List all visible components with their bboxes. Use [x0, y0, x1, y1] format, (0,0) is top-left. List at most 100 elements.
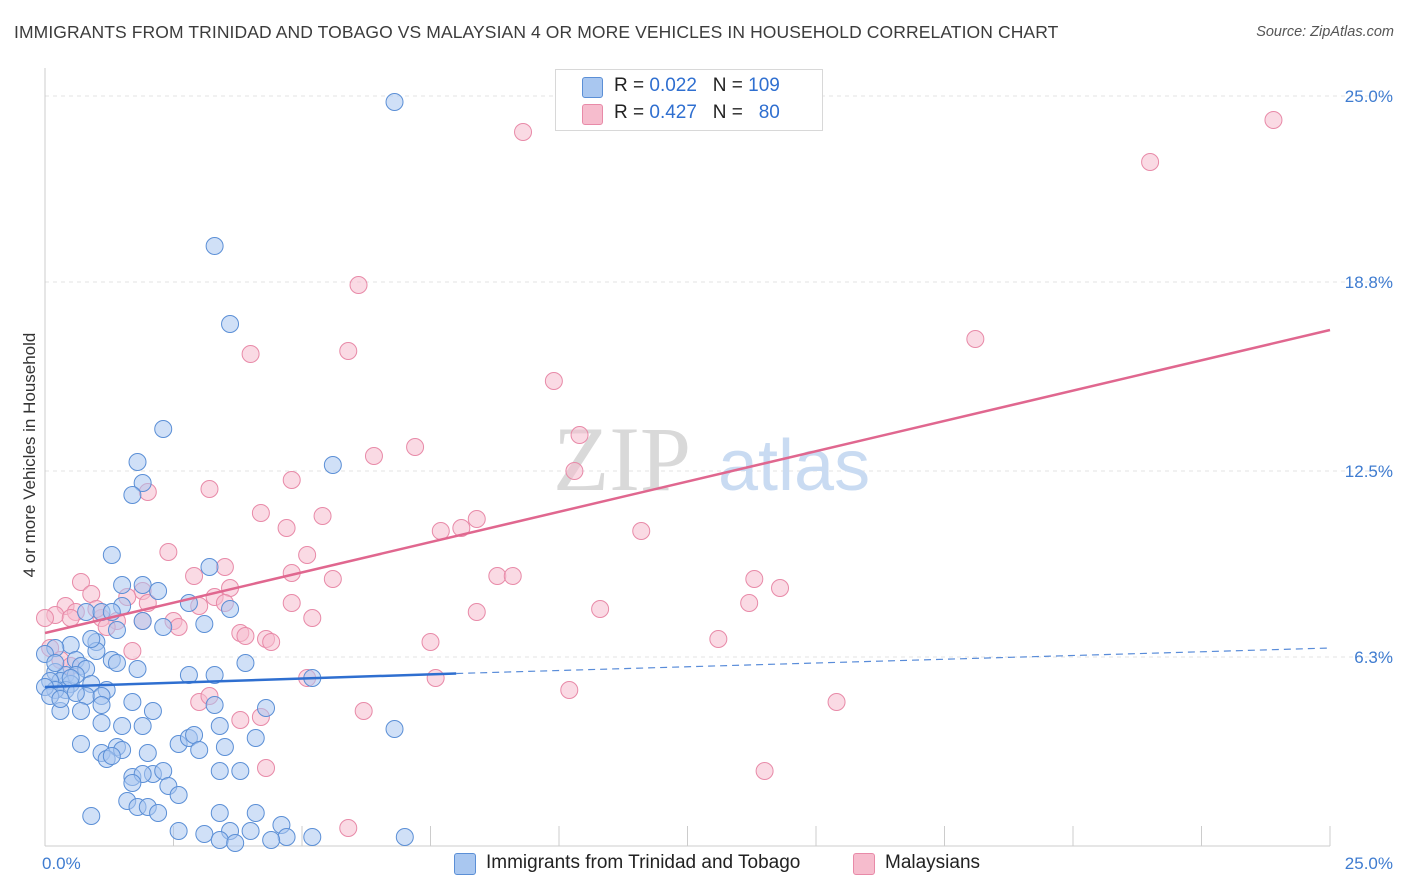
x-tick-label-1: 25.0%: [1345, 854, 1393, 873]
point-malaysians-11: [565, 462, 584, 480]
point-trinidad-69: [215, 738, 234, 756]
legend-n-pink: 80: [758, 102, 780, 123]
watermark: ZIP atlas: [553, 408, 870, 510]
point-malaysians-44: [82, 585, 101, 603]
point-trinidad-89: [246, 804, 265, 822]
point-malaysians-18: [467, 510, 486, 528]
point-trinidad-90: [169, 822, 188, 840]
point-malaysians-3: [349, 276, 368, 294]
point-malaysians-24: [215, 558, 234, 576]
watermark-zip: ZIP: [553, 408, 691, 510]
point-malaysians-16: [313, 507, 332, 525]
point-trinidad-1: [205, 237, 224, 255]
point-trinidad-98: [210, 831, 229, 849]
legend-swatch-pink: [582, 104, 603, 125]
x-tick-label-0: 0.0%: [42, 854, 81, 873]
legend-r-blue: 0.022: [649, 75, 697, 96]
y-tick-labels: 6.3% 12.5% 18.8% 25.0%: [1345, 87, 1393, 667]
point-malaysians-73: [257, 759, 276, 777]
trend-line-trinidad: [44, 672, 457, 689]
series-trinidad: [36, 93, 414, 852]
point-trinidad-105: [82, 630, 101, 648]
point-malaysians-17: [277, 519, 296, 537]
point-malaysians-58: [262, 633, 281, 651]
point-malaysians-49: [61, 609, 80, 627]
point-trinidad-53: [92, 696, 111, 714]
point-trinidad-103: [66, 684, 85, 702]
source-note: Source: ZipAtlas.com: [1256, 24, 1394, 40]
point-malaysians-56: [236, 627, 255, 645]
point-trinidad-59: [133, 717, 152, 735]
point-malaysians-39: [467, 603, 486, 621]
point-trinidad-8: [102, 546, 121, 564]
point-malaysians-10: [570, 426, 589, 444]
point-trinidad-54: [143, 702, 162, 720]
point-malaysians-66: [560, 681, 579, 699]
point-malaysians-19: [452, 519, 471, 537]
bottom-legend-label-trinidad: Immigrants from Trinidad and Tobago: [486, 852, 801, 873]
point-trinidad-80: [231, 762, 250, 780]
point-trinidad-102: [61, 669, 80, 687]
point-malaysians-6: [339, 342, 358, 360]
point-malaysians-77: [169, 618, 188, 636]
point-trinidad-14: [221, 600, 240, 618]
gridlines: [45, 95, 1392, 658]
point-malaysians-8: [406, 438, 425, 456]
point-trinidad-0: [385, 93, 404, 111]
point-malaysians-31: [771, 579, 790, 597]
point-trinidad-58: [113, 717, 132, 735]
point-trinidad-52: [71, 702, 90, 720]
point-trinidad-104: [46, 654, 65, 672]
point-malaysians-64: [426, 669, 445, 687]
point-trinidad-19: [133, 612, 152, 630]
y-axis-label: 4 or more Vehicles in Household: [20, 333, 39, 578]
point-trinidad-5: [133, 474, 152, 492]
point-malaysians-20: [431, 522, 450, 540]
point-trinidad-56: [257, 699, 276, 717]
chart-title: IMMIGRANTS FROM TRINIDAD AND TOBAGO VS M…: [14, 22, 1059, 42]
point-trinidad-70: [246, 729, 265, 747]
point-trinidad-93: [241, 822, 260, 840]
y-tick-label-0: 6.3%: [1354, 648, 1393, 667]
point-trinidad-60: [210, 717, 229, 735]
point-trinidad-45: [236, 654, 255, 672]
point-malaysians-2: [1141, 153, 1160, 171]
point-malaysians-75: [339, 819, 358, 837]
legend: R = 0.022 N = 109 R = 0.427 N = 80: [555, 69, 823, 131]
point-malaysians-0: [514, 123, 533, 141]
point-trinidad-50: [123, 693, 142, 711]
point-trinidad-64: [138, 744, 157, 762]
point-malaysians-59: [421, 633, 440, 651]
point-trinidad-61: [71, 735, 90, 753]
watermark-atlas: atlas: [718, 426, 870, 506]
point-trinidad-20: [154, 618, 173, 636]
bottom-legend-label-malaysians: Malaysians: [885, 852, 981, 873]
point-trinidad-71: [385, 720, 404, 738]
point-trinidad-67: [185, 726, 204, 744]
point-malaysians-29: [503, 567, 522, 585]
point-trinidad-95: [277, 828, 296, 846]
point-malaysians-40: [591, 600, 610, 618]
point-malaysians-9: [364, 447, 383, 465]
point-malaysians-5: [241, 345, 260, 363]
point-malaysians-43: [71, 573, 90, 591]
point-trinidad-28: [107, 654, 126, 672]
point-malaysians-62: [123, 642, 142, 660]
point-trinidad-6: [123, 486, 142, 504]
trend-line-trinidad-dashed: [456, 647, 1331, 675]
bottom-legend-swatch-pink: [853, 853, 875, 875]
point-malaysians-74: [755, 762, 774, 780]
point-trinidad-106: [107, 621, 126, 639]
trend-line-malaysians: [44, 328, 1331, 635]
point-malaysians-4: [966, 330, 985, 348]
point-malaysians-67: [827, 693, 846, 711]
point-trinidad-7: [323, 456, 342, 474]
legend-r-pink: 0.427: [649, 102, 697, 123]
point-trinidad-3: [154, 420, 173, 438]
point-trinidad-97: [395, 828, 414, 846]
point-trinidad-68: [190, 741, 209, 759]
point-trinidad-78: [154, 762, 173, 780]
point-trinidad-55: [205, 696, 224, 714]
point-malaysians-48: [36, 609, 54, 627]
